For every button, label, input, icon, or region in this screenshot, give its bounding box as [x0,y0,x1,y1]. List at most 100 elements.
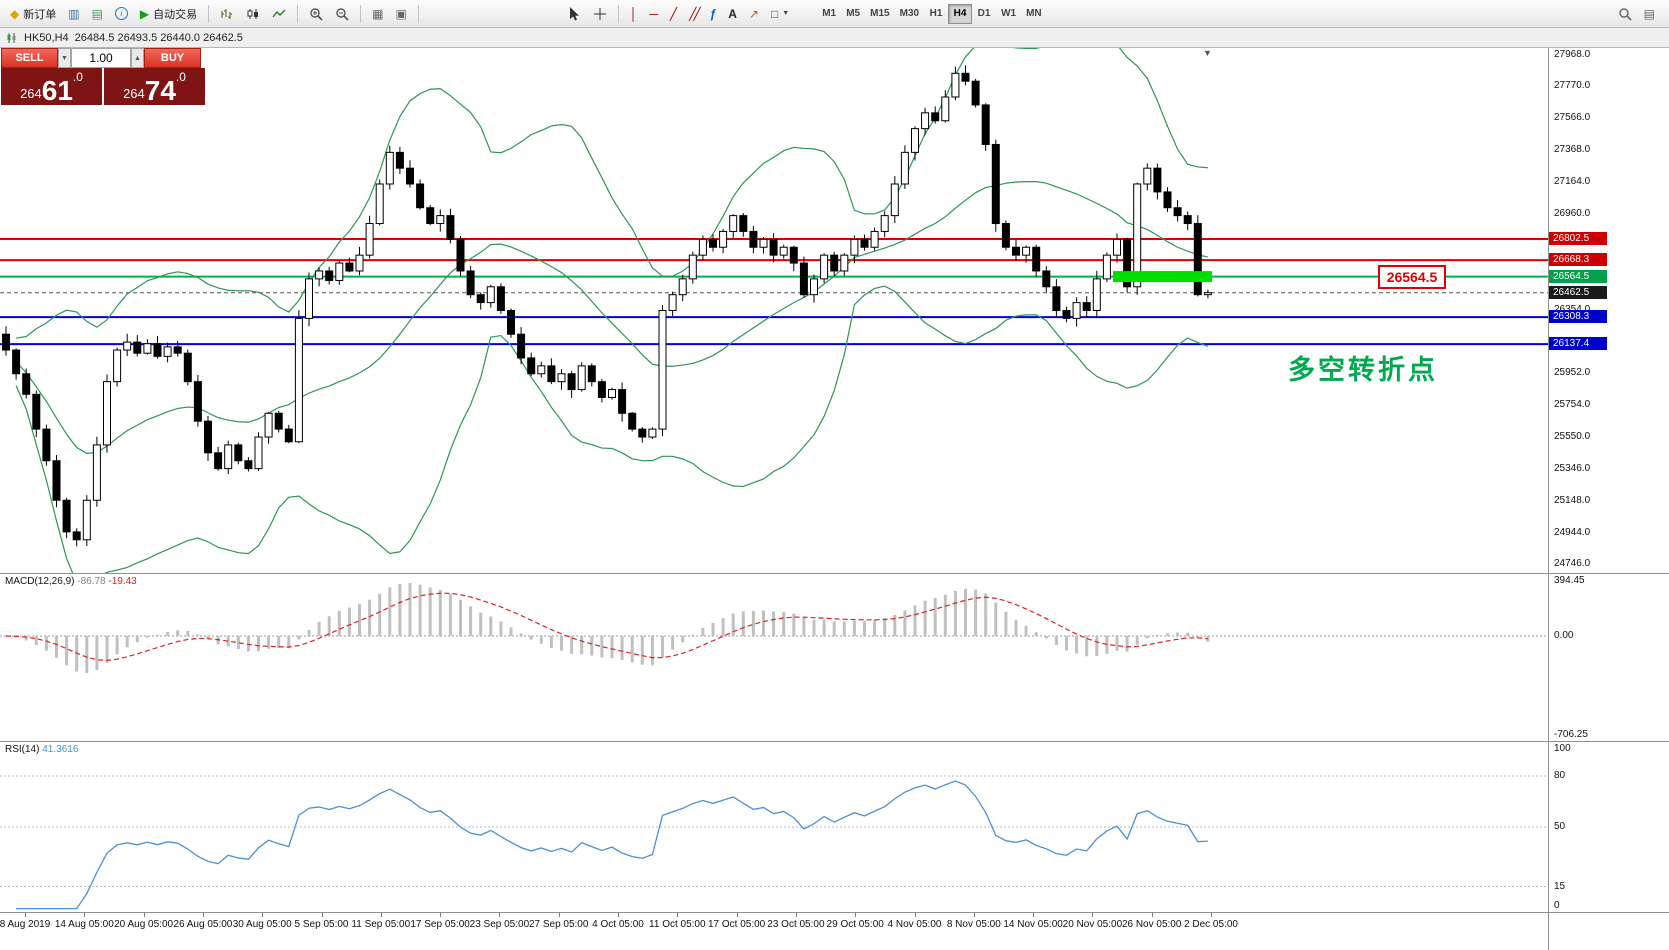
timeframe-m5-button[interactable]: M5 [841,4,865,24]
pane-separator[interactable] [0,573,1669,574]
buy-price-display[interactable]: 264 74.0 [104,68,205,105]
candle [547,358,556,385]
candle [264,412,273,444]
window-list-button[interactable]: ▤ [1639,3,1660,25]
search-button[interactable] [1613,3,1637,25]
candle [799,256,808,298]
candle [729,214,738,239]
timeframe-h4-button[interactable]: H4 [948,3,973,24]
macd-bar [448,593,452,636]
candle [476,292,485,310]
tile-windows-button[interactable]: ▦ [367,3,388,25]
macd-bar [196,634,200,636]
main-chart-canvas[interactable] [0,48,1548,573]
toolbar-separator [417,4,419,23]
sell-price-display[interactable]: 264 61.0 [1,68,102,105]
candle [991,139,1000,232]
time-axis-label: 26 Nov 05:00 [1121,919,1182,930]
candle [345,257,354,273]
zoom-in-button[interactable] [304,3,328,25]
text-button[interactable]: A [723,3,742,25]
chevron-up-icon: ▲ [134,54,141,62]
rsi-canvas[interactable] [0,742,1548,912]
candle [1113,233,1121,263]
buy-button[interactable]: BUY [144,48,201,68]
volume-input[interactable] [71,48,131,68]
market-watch-button[interactable]: ▥ [63,3,84,25]
arrow-marker-button[interactable]: ↗ [744,3,764,25]
macd-bar [640,635,644,665]
navigator-button[interactable]: i [110,3,133,25]
vertical-line-button[interactable]: │ [625,3,643,25]
time-axis-tick [558,913,560,917]
candle [143,339,152,355]
candle [597,379,606,403]
macd-bar [1206,635,1210,642]
zoom-out-button[interactable] [330,3,354,25]
timeframe-mn-button[interactable]: MN [1021,4,1047,24]
candle [395,146,404,174]
trendline-button[interactable]: ╱ [665,3,682,25]
candle [224,440,233,475]
data-window-button[interactable]: ▤ [87,3,108,25]
timeframe-m1-button[interactable]: M1 [817,4,841,24]
macd-bar [34,635,38,645]
pivot-price-label-box[interactable]: 26564.5 [1378,265,1446,289]
new-chart-button[interactable]: ▣ [391,3,412,25]
chart-annotation-text[interactable]: 多空转折点 [1288,355,1438,385]
candle [456,236,465,276]
time-axis-label: 27 Sep 05:00 [528,919,589,930]
time-axis-label: 11 Sep 05:00 [351,919,411,930]
rsi-line [16,780,1208,910]
timeframe-w1-button[interactable]: W1 [996,4,1021,24]
candlestick-chart-button[interactable] [241,3,265,25]
highlight-zone[interactable] [1113,271,1212,283]
bollinger-upper-band[interactable] [16,48,1208,339]
pane-separator[interactable] [0,741,1669,742]
volume-increase-button[interactable]: ▲ [131,48,144,68]
new-order-button[interactable]: ◆ 新订单 [5,3,61,25]
candle [931,106,940,124]
bar-chart-button[interactable] [215,3,239,25]
macd-bar [186,630,190,636]
tile-windows-icon: ▦ [372,6,384,21]
shapes-button[interactable]: □ ▼ [766,3,794,25]
timeframe-d1-button[interactable]: D1 [972,4,996,24]
price-tick-label: 27566.0 [1554,112,1591,124]
candle [769,233,778,263]
timeframe-m30-button[interactable]: M30 [895,4,924,24]
fibonacci-button[interactable]: ƒ [705,3,722,25]
macd-bar [964,588,967,636]
rsi-tick-label: 80 [1554,770,1566,781]
autotrading-button[interactable]: ▶ 自动交易 [135,3,202,25]
timeframe-h1-button[interactable]: H1 [924,4,948,24]
chart-shift-marker[interactable]: ▼ [1203,48,1212,58]
macd-bar [681,635,685,643]
macd-canvas[interactable] [0,574,1548,741]
rsi-tick-label: 100 [1554,743,1571,754]
cursor-button[interactable] [562,3,586,25]
price-axis[interactable]: 27968.0 27770.0 27566.0 27368.0 27164.0 26960… [1548,48,1669,950]
crosshair-button[interactable] [588,3,612,25]
volume-decrease-button[interactable]: ▼ [58,48,71,68]
candle [254,432,263,472]
line-chart-button[interactable] [267,3,291,25]
channel-button[interactable]: ╱╱ [684,3,702,25]
macd-bar [95,635,99,671]
macd-bar [1186,632,1190,636]
macd-bar [519,633,523,636]
candle [1123,237,1132,293]
candle [1001,220,1010,251]
time-axis-tick [677,913,679,917]
time-axis-tick [440,913,442,917]
time-axis[interactable]: 8 Aug 2019 14 Aug 05:00 20 Aug 05:00 26 Aug… [0,913,1548,950]
bollinger-lower-band[interactable] [15,285,1209,573]
timeframe-m15-button[interactable]: M15 [865,4,894,24]
horizontal-line-button[interactable]: ─ [644,3,663,25]
toolbar: ◆ 新订单 ▥ ▤ i ▶ 自动交易 ▦ ▣ │ ─ ╱ ╱╱ ƒ A ↗ □ ▼… [0,0,1669,28]
macd-bar [812,619,816,636]
time-axis-label: 4 Nov 05:00 [887,919,942,930]
sell-button[interactable]: SELL [1,48,58,68]
macd-bar [418,584,422,636]
bollinger-middle-band[interactable] [15,181,1209,454]
